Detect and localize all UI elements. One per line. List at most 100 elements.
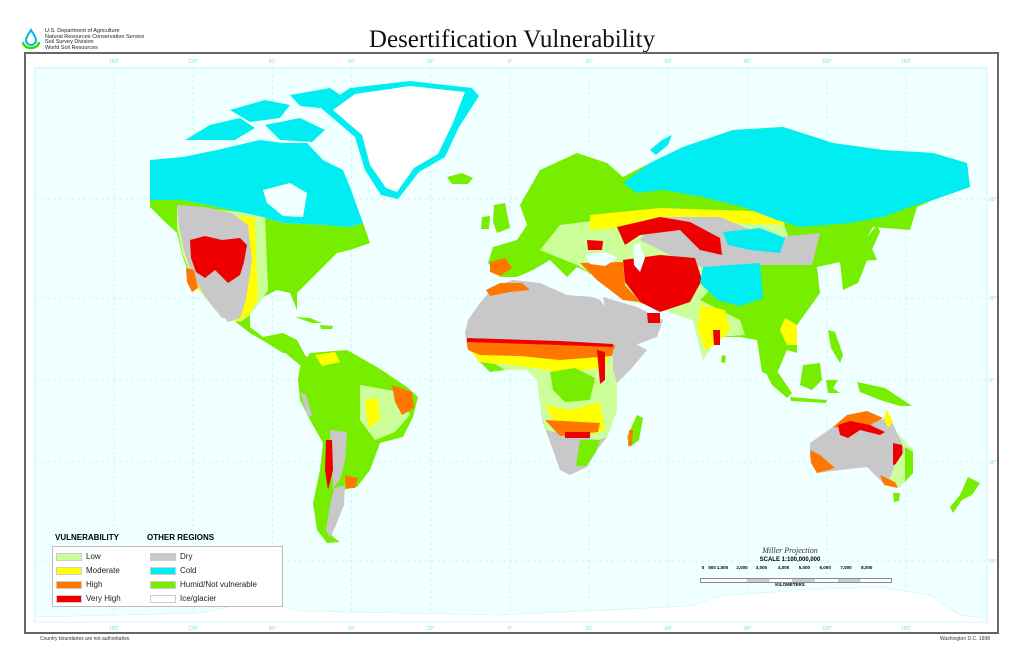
region-moderate [780,318,797,345]
region-high [186,268,198,292]
arctic-islands [185,118,255,140]
antarctica [34,586,988,623]
region-very-high [713,330,720,345]
legend-label: Moderate [86,566,120,575]
legend-item-moderate: Moderate [56,566,120,575]
legend-item-humid: Humid/Not vulnerable [150,580,257,589]
longitude-label: 30° [585,59,593,65]
longitude-label: 120° [822,626,832,632]
latitude-label: 30° [989,460,997,466]
longitude-label: 0° [508,59,513,65]
south-america [298,350,418,543]
scale-tick-label: 6,000 [819,565,831,570]
legend-item-high: High [56,580,102,589]
latitude-label: 0° [989,378,994,384]
region-very-high [617,217,722,255]
region-high [810,450,835,473]
region-humid [905,447,913,482]
longitude-label: 0° [508,626,513,632]
usda-water-drop-logo-icon [21,28,41,50]
legend-item-ice: Ice/glacier [150,594,216,603]
new-zealand [950,477,980,513]
arctic-islands [230,100,290,122]
projection-label: Miller Projection [762,546,818,555]
longitude-label: 150° [109,626,119,632]
oceania [763,330,980,513]
longitude-label: 60° [665,626,673,632]
agency-block: U.S. Department of Agriculture Natural R… [45,28,145,51]
region-high [467,342,615,360]
region-moderate [315,352,340,366]
scale-tick-label: 2,000 [736,565,748,570]
scale-tick-label: 500 [708,565,716,570]
north-africa-coast [486,283,530,296]
eurasia [481,127,970,378]
latitude-label: 60° [989,197,997,203]
legend: Low Moderate High Very High Dry Cold Hum… [52,546,283,607]
hudson-bay [263,183,307,217]
swatch-very-high [56,594,82,603]
black-sea [585,252,618,266]
longitude-label: 90° [269,59,277,65]
legend-label: Low [86,552,101,561]
region-dry [216,292,240,322]
iceland [447,173,473,184]
sri-lanka [721,355,726,363]
region-very-high [623,255,702,312]
longitude-label: 30° [427,626,435,632]
scale-tick-label: 1,000 [716,565,729,570]
legend-label: Humid/Not vulnerable [180,580,257,589]
scale-ticks: 0 500 1,000 2,000 3,000 4,000 5,000 6,000 7,000 8… [690,565,890,573]
region-dry [330,430,347,488]
region-very-high [587,240,603,250]
legend-item-low: Low [56,552,101,561]
footer-disclaimer: Country boundaries are not authoritative… [40,636,131,642]
scale-tick-label: 8,000 [861,565,873,570]
longitude-label: 90° [269,626,277,632]
legend-label: High [86,580,103,589]
latitude-label: 60° [989,559,997,565]
new-guinea [857,382,912,406]
region-dry [553,438,578,474]
tasmania [893,493,900,502]
cuba [295,317,322,323]
region-humid [576,440,600,466]
horn-of-africa [613,350,647,383]
longitude-label: 90° [744,59,752,65]
scale-tick-label: 7,000 [840,565,852,570]
region-very-high [838,421,885,438]
longitude-label: 60° [348,59,356,65]
longitude-label: 120° [188,626,198,632]
ireland [481,216,490,229]
scale-units: KILOMETERS [775,582,805,587]
legend-vulnerability-title: VULNERABILITY [55,533,119,542]
agency-line: Soil Survey Division [45,39,94,46]
scale-tick-label: 3,000 [755,565,768,570]
swatch-low [56,552,82,561]
legend-item-cold: Cold [150,566,196,575]
legend-item-dry: Dry [150,552,192,561]
region-very-high [565,432,590,438]
greenland-ice [333,86,465,192]
region-moderate [365,398,380,428]
caspian-sea [633,243,645,272]
longitude-label: 30° [585,626,593,632]
arctic-islands [265,118,325,142]
region-high [392,385,414,415]
legend-label: Very High [86,594,121,603]
region-cold [623,127,970,227]
region-very-high [597,350,605,384]
region-cold [723,228,785,253]
region-very-high [325,440,333,490]
scale-tick-label: 0 [701,565,705,570]
agency-line: Natural Resources Conservation Service [45,33,145,40]
agency-line: U.S. Department of Agriculture [45,28,120,34]
longitude-label: 150° [109,59,119,65]
swatch-high [56,580,82,589]
scale-tick-label: 4,000 [777,565,790,570]
region-dry [300,392,312,418]
scale-bar [700,578,892,583]
region-high [628,430,633,446]
longitude-label: 60° [665,59,673,65]
